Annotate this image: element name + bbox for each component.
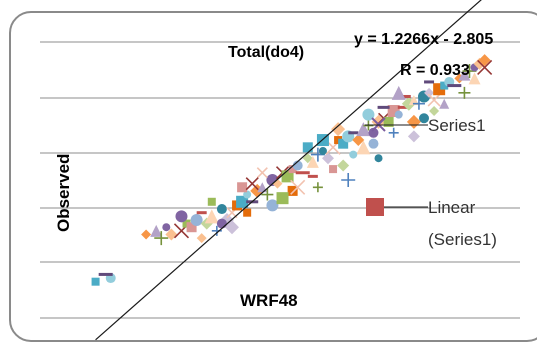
data-point	[237, 182, 248, 193]
data-point	[162, 223, 171, 232]
trendline-equation: y = 1.2266x - 2.805	[354, 31, 493, 48]
data-point	[341, 173, 356, 187]
data-point	[458, 86, 471, 99]
data-point	[91, 277, 100, 286]
data-point	[377, 105, 390, 109]
data-point	[362, 108, 375, 121]
data-point	[182, 219, 191, 228]
data-point	[302, 153, 313, 164]
data-point	[429, 106, 440, 116]
data-point	[394, 110, 403, 119]
trendline-r-value: R = 0.933	[400, 62, 470, 79]
data-point	[388, 127, 399, 138]
data-point	[407, 130, 420, 143]
trendline	[95, 0, 482, 341]
x-axis-label: WRF48	[240, 291, 298, 310]
data-point	[243, 190, 252, 199]
data-point	[175, 210, 188, 223]
data-point	[329, 165, 338, 174]
data-point	[150, 224, 163, 237]
data-point	[256, 167, 268, 179]
data-point	[424, 80, 435, 84]
data-point	[236, 195, 249, 208]
legend-label-linear: Linear	[428, 198, 476, 217]
data-point	[312, 182, 323, 193]
data-point	[331, 122, 346, 137]
data-point	[141, 229, 152, 240]
data-point	[349, 150, 358, 159]
data-point	[478, 54, 491, 67]
data-point	[287, 185, 298, 196]
gridlines	[40, 41, 520, 319]
data-points	[91, 54, 493, 286]
data-point	[257, 182, 268, 193]
data-point	[307, 174, 318, 178]
data-point	[290, 179, 306, 195]
data-point	[318, 146, 327, 155]
data-point	[419, 113, 429, 124]
data-point	[266, 199, 279, 212]
data-point	[348, 131, 359, 135]
data-point	[196, 211, 207, 215]
data-point	[383, 116, 394, 127]
data-point	[468, 72, 481, 85]
data-point	[368, 127, 379, 138]
data-point	[322, 152, 334, 165]
data-point	[306, 155, 319, 168]
data-point	[363, 120, 374, 131]
data-point	[427, 93, 441, 107]
data-point	[216, 204, 227, 215]
data-point	[337, 159, 350, 172]
data-point	[406, 114, 421, 129]
data-point	[338, 138, 349, 149]
data-point	[190, 213, 203, 226]
legend: Series1 Linear (Series1)	[365, 116, 497, 249]
data-point	[356, 122, 371, 137]
data-point	[352, 134, 365, 147]
data-point	[391, 85, 406, 100]
data-point	[211, 225, 222, 236]
square-icon	[366, 198, 384, 216]
data-point	[98, 272, 113, 276]
data-point	[225, 220, 239, 235]
legend-label-series1: Series1	[428, 116, 486, 135]
data-point	[458, 68, 471, 81]
data-point	[292, 160, 303, 171]
data-point	[397, 105, 410, 109]
legend-entry-linear: Linear (Series1)	[366, 198, 497, 249]
data-point	[204, 209, 219, 224]
data-point	[288, 165, 297, 174]
data-point	[334, 136, 343, 145]
data-point	[243, 208, 252, 217]
data-point	[412, 97, 425, 110]
data-point	[439, 98, 450, 109]
data-point	[356, 140, 371, 155]
y-axis-label: Observed	[54, 154, 73, 232]
data-point	[295, 171, 310, 175]
data-point	[447, 84, 462, 88]
data-point	[261, 188, 274, 201]
data-point	[368, 138, 379, 149]
data-point	[276, 192, 289, 205]
data-point	[245, 177, 259, 191]
legend-entry-series1: Series1	[365, 116, 486, 135]
data-point	[154, 231, 169, 246]
data-point	[302, 142, 313, 153]
data-point	[374, 154, 383, 163]
data-point	[216, 218, 227, 229]
chart-title: Total(do4)	[228, 44, 304, 61]
data-point	[186, 222, 197, 233]
data-point	[207, 197, 216, 206]
data-point	[440, 81, 449, 90]
legend-label-linear-series: (Series1)	[428, 230, 497, 249]
data-point	[424, 87, 435, 98]
data-point	[477, 59, 493, 75]
data-point	[408, 95, 419, 106]
data-point	[196, 233, 207, 244]
